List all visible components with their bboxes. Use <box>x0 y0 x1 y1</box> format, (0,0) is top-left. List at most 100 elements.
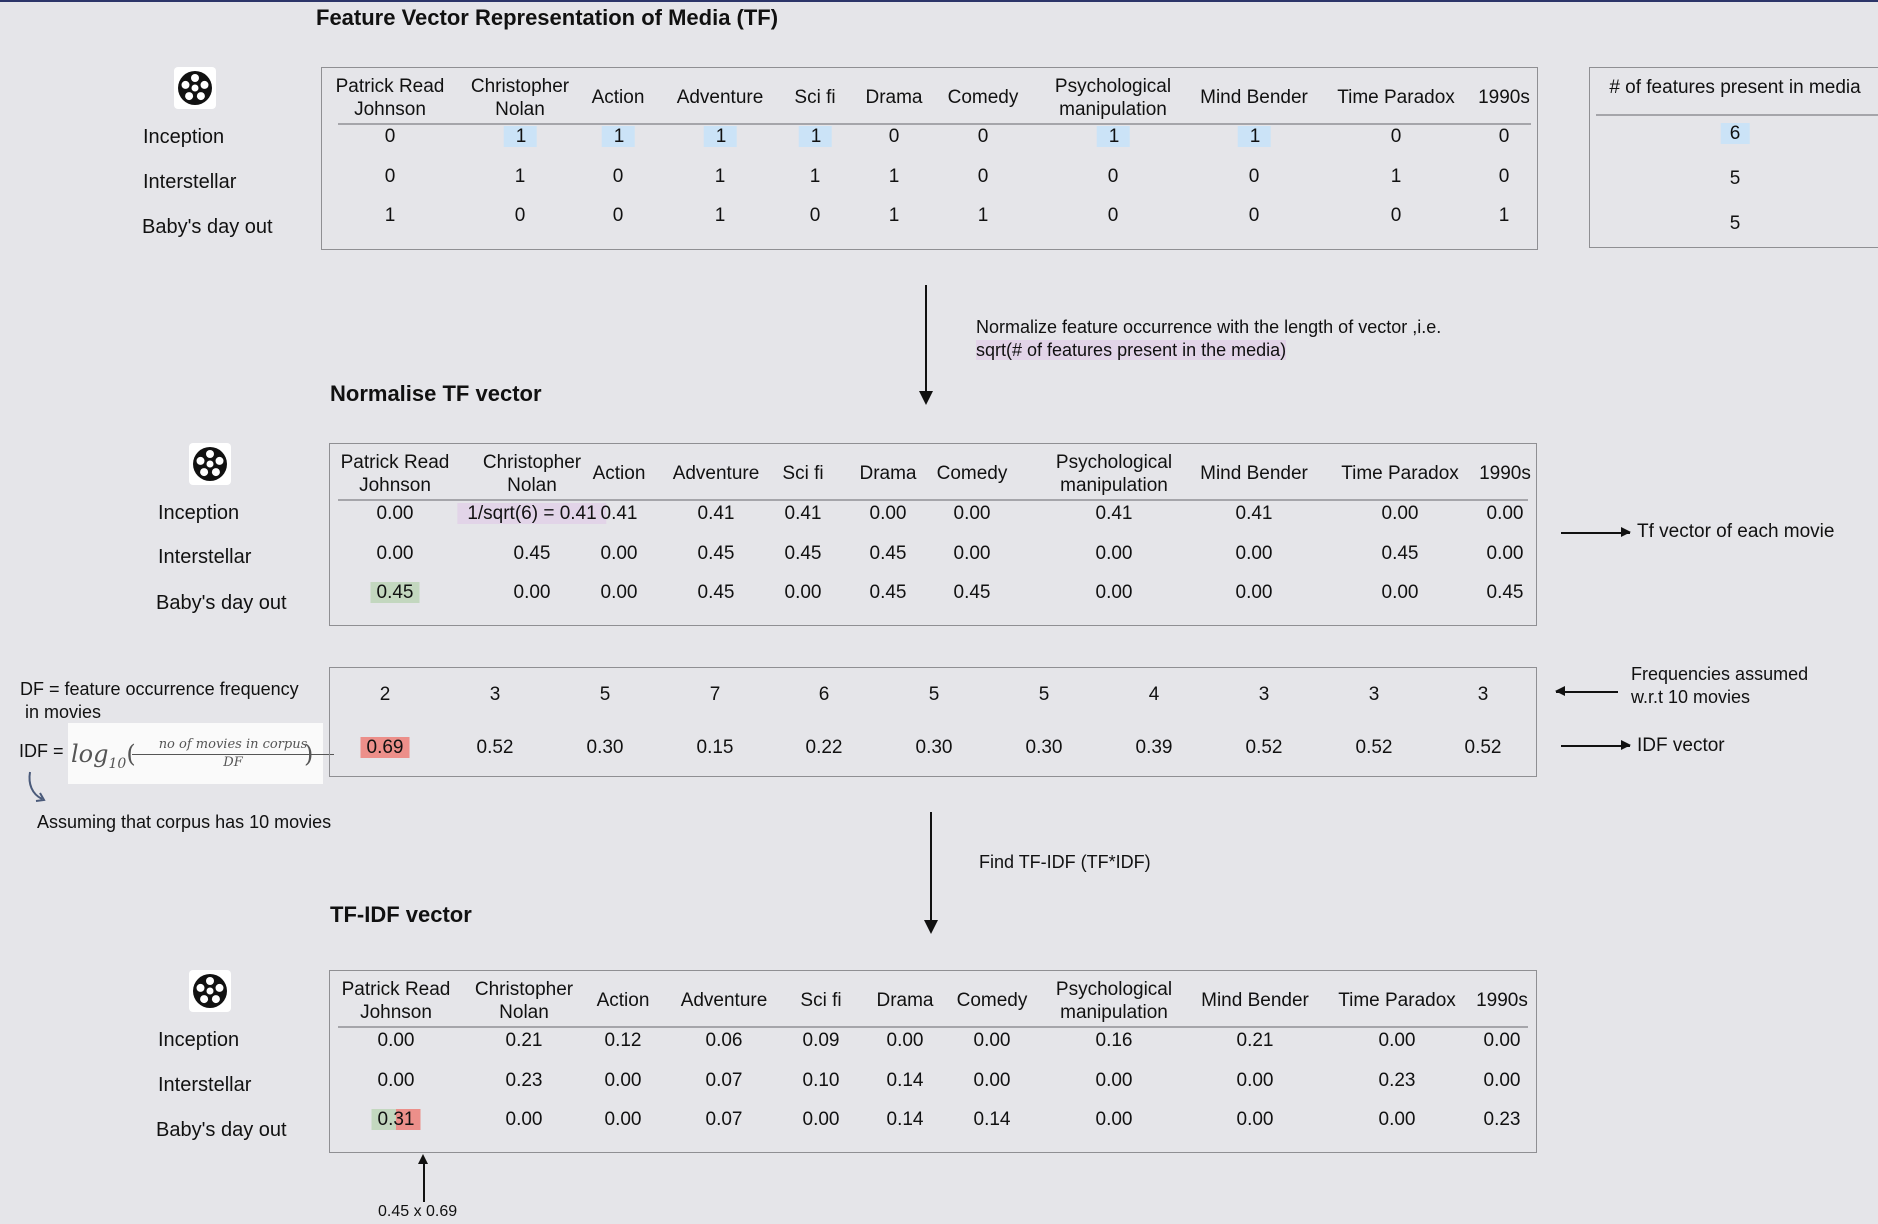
matrix-cell: 1 <box>503 126 537 147</box>
matrix-cell: 0.12 <box>604 1030 642 1051</box>
matrix-cell: 0 <box>384 166 396 187</box>
idf-formula: log10( no of movies in corpus DF ) <box>68 723 334 784</box>
df-cell: 6 <box>818 684 830 705</box>
df-cell: 5 <box>928 684 940 705</box>
matrix-cell: 0.00 <box>1381 503 1419 524</box>
matrix-cell: 0.00 <box>784 582 822 603</box>
matrix-cell: 0.41 <box>697 503 735 524</box>
matrix-cell: 0.07 <box>705 1070 743 1091</box>
curved-arrow-icon <box>24 770 50 809</box>
movie-label: Inception <box>158 502 240 524</box>
feature-header: Drama <box>859 463 917 484</box>
matrix-cell: 0.41 <box>1235 503 1273 524</box>
feature-header: Christopher Nolan <box>474 979 574 1023</box>
matrix-cell: 0.45 <box>1381 543 1419 564</box>
feature-header: Drama <box>876 990 934 1011</box>
feature-header: Mind Bender <box>1200 463 1308 484</box>
tfidf-table: Patrick Read Johnson Christopher Nolan Actio… <box>329 970 1537 1153</box>
matrix-cell: 0.45 <box>513 543 551 564</box>
matrix-cell: 0.23 <box>1378 1070 1416 1091</box>
feature-header: Mind Bender <box>1200 87 1308 108</box>
tfidf-note: Find TF-IDF (TF*IDF) <box>979 852 1151 872</box>
matrix-cell: 0.16 <box>1095 1030 1133 1051</box>
matrix-cell: 0.00 <box>1235 543 1273 564</box>
tfidf-section-title: TF-IDF vector <box>330 902 472 927</box>
normalize-note: Normalize feature occurrence with the le… <box>976 317 1442 360</box>
feature-header: Psychological manipulation <box>1054 76 1172 120</box>
df-cell: 3 <box>1477 684 1489 705</box>
matrix-cell: 1 <box>1096 126 1130 147</box>
matrix-cell: 1 <box>1498 205 1510 226</box>
idf-cell: 0.52 <box>1464 737 1502 758</box>
matrix-cell: 1 <box>888 205 900 226</box>
feature-header: Christopher Nolan <box>470 76 570 120</box>
matrix-cell: 1 <box>1237 126 1271 147</box>
feature-header: Sci fi <box>782 463 824 484</box>
matrix-cell: 1 <box>809 166 821 187</box>
feature-header: 1990s <box>1479 463 1531 484</box>
feature-header: Mind Bender <box>1201 990 1309 1011</box>
matrix-cell: 0.00 <box>513 582 551 603</box>
corpus-note: Assuming that corpus has 10 movies <box>37 812 332 832</box>
feature-header: Comedy <box>947 87 1019 108</box>
feature-header: Adventure <box>672 463 760 484</box>
feature-header: Sci fi <box>794 87 836 108</box>
feature-header: Action <box>596 990 650 1011</box>
table-divider <box>338 499 1528 501</box>
matrix-cell: 0 <box>1248 205 1260 226</box>
matrix-cell: 0.00 <box>376 543 414 564</box>
table-divider <box>1596 114 1878 116</box>
feature-header: Patrick Read Johnson <box>335 76 445 120</box>
matrix-cell: 0.00 <box>973 1030 1011 1051</box>
tf-vector-note: Tf vector of each movie <box>1637 521 1835 542</box>
matrix-cell: 0.23 <box>1483 1109 1521 1130</box>
df-label: DF = feature occurrence frequency in mov… <box>20 679 299 722</box>
arrow-head <box>919 391 933 405</box>
arrow-head <box>924 920 938 934</box>
matrix-cell: 0.00 <box>1095 543 1133 564</box>
matrix-cell: 0.45 <box>869 543 907 564</box>
movie-label: Inception <box>158 1029 240 1051</box>
idf-cell: 0.30 <box>1025 737 1063 758</box>
movie-label: Baby's day out <box>156 1119 287 1141</box>
matrix-cell: 0.45 <box>697 582 735 603</box>
idf-vector-note: IDF vector <box>1637 735 1725 756</box>
feature-header: Comedy <box>936 463 1008 484</box>
matrix-cell: 0.00 <box>1486 543 1524 564</box>
matrix-cell: 0.45 <box>370 582 420 603</box>
features-count-header: # of features present in media <box>1609 77 1861 98</box>
idf-cell: 0.52 <box>1245 737 1283 758</box>
matrix-cell: 0 <box>888 126 900 147</box>
matrix-cell: 0.00 <box>1235 582 1273 603</box>
matrix-cell: 0.00 <box>886 1030 924 1051</box>
movie-label: Interstellar <box>143 171 237 193</box>
df-cell: 3 <box>1258 684 1270 705</box>
norm-section-title: Normalise TF vector <box>330 381 542 406</box>
matrix-cell: 0.23 <box>505 1070 543 1091</box>
matrix-cell: 0 <box>977 166 989 187</box>
matrix-cell: 0.00 <box>377 1030 415 1051</box>
matrix-cell: 0.00 <box>604 1109 642 1130</box>
matrix-cell: 0 <box>1498 126 1510 147</box>
product-note: 0.45 x 0.69 <box>378 1203 458 1220</box>
feature-header: Adventure <box>676 87 764 108</box>
matrix-cell: 0.45 <box>953 582 991 603</box>
feature-header: 1990s <box>1478 87 1530 108</box>
matrix-cell: 0.14 <box>973 1109 1011 1130</box>
idf-cell: 0.30 <box>915 737 953 758</box>
movie-label: Inception <box>143 126 225 148</box>
features-count-table: # of features present in media 6 5 5 <box>1589 67 1878 248</box>
matrix-cell: 0.00 <box>1095 1109 1133 1130</box>
matrix-cell: 0.21 <box>505 1030 543 1051</box>
feature-header: Christopher Nolan <box>482 452 582 496</box>
matrix-cell: 0 <box>1390 205 1402 226</box>
arrow-right <box>1561 740 1631 750</box>
matrix-cell: 1 <box>1390 166 1402 187</box>
feature-header: Patrick Read Johnson <box>341 979 451 1023</box>
frequency-note: Frequencies assumed w.r.t 10 movies <box>1631 664 1809 707</box>
movie-label: Baby's day out <box>142 216 273 238</box>
tf-table: Patrick Read Johnson Christopher Nolan Actio… <box>321 67 1538 250</box>
matrix-cell: 1 <box>601 126 635 147</box>
feature-header: Psychological manipulation <box>1055 452 1173 496</box>
matrix-cell: 1 <box>714 166 726 187</box>
